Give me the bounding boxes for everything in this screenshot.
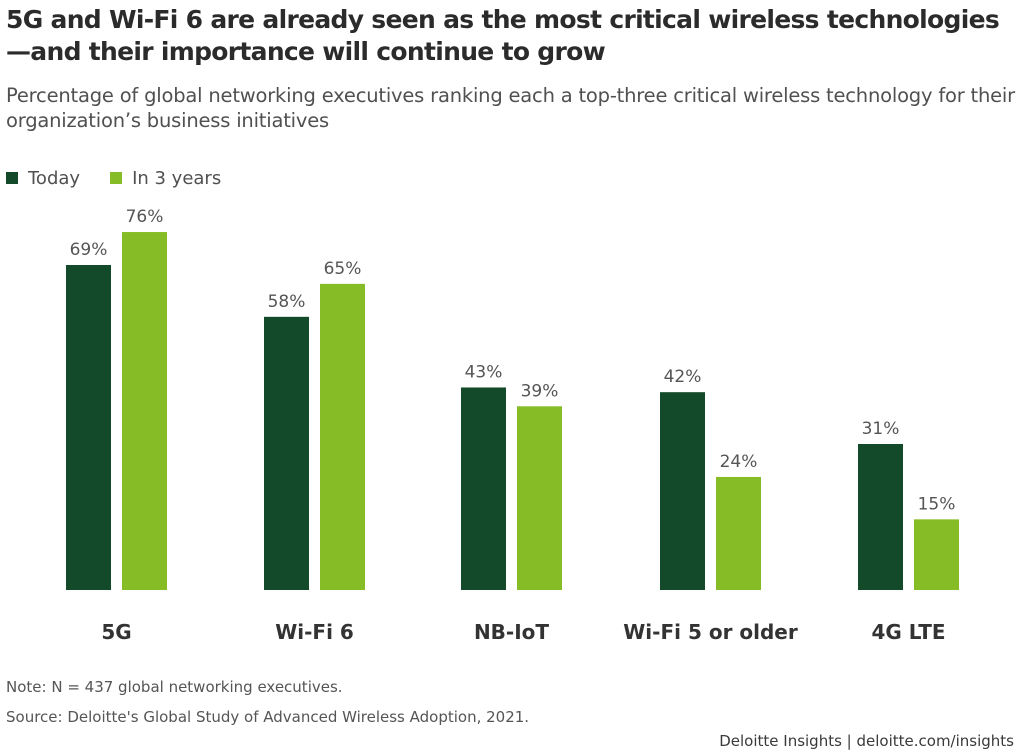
data-label-wi-fi-6-in-3-years: 65%: [324, 259, 362, 279]
data-label-wi-fi-6-today: 58%: [268, 292, 306, 312]
legend-label-today: Today: [28, 167, 81, 189]
data-label-wi-fi-5-or-older-today: 42%: [664, 367, 702, 387]
bar-wi-fi-6-today: [264, 316, 309, 590]
data-label-wi-fi-5-or-older-in-3-years: 24%: [720, 452, 758, 472]
bar-nb-iot-today: [461, 387, 506, 590]
bar-5g-in-3-years: [122, 232, 167, 590]
legend-swatch-in-3-years: [110, 172, 123, 184]
bar-4g-lte-in-3-years: [914, 519, 959, 590]
data-label-5g-in-3-years: 76%: [126, 207, 164, 227]
chart-subtitle: Percentage of global networking executiv…: [6, 84, 1015, 132]
category-label-4g-lte: 4G LTE: [871, 620, 945, 644]
data-label-nb-iot-in-3-years: 39%: [521, 381, 559, 401]
category-label-wi-fi-6: Wi-Fi 6: [275, 620, 354, 644]
chart-title: 5G and Wi-Fi 6 are already seen as the m…: [6, 5, 1000, 66]
bar-4g-lte-today: [858, 443, 903, 590]
data-label-4g-lte-in-3-years: 15%: [918, 494, 956, 514]
chart-note: Note: N = 437 global networking executiv…: [6, 678, 343, 696]
bar-chart: 69% 76% 5G 58% 65% Wi-Fi 6 43% 39% NB-IoT 42% 24% W…: [66, 207, 959, 644]
legend-item-in-3-years: In 3 years: [110, 168, 221, 189]
data-label-4g-lte-today: 31%: [862, 419, 900, 439]
bar-nb-iot-in-3-years: [517, 406, 562, 590]
bar-wi-fi-5-or-older-in-3-years: [716, 476, 761, 590]
legend-label-in-3-years: In 3 years: [132, 167, 222, 189]
bar-5g-today: [66, 265, 111, 590]
legend: Today In 3 years: [6, 166, 251, 190]
category-label-5g: 5G: [101, 620, 131, 644]
category-label-wi-fi-5-or-older: Wi-Fi 5 or older: [623, 620, 798, 644]
category-label-nb-iot: NB-IoT: [474, 620, 549, 644]
bar-wi-fi-5-or-older-today: [660, 392, 705, 590]
chart-source: Source: Deloitte's Global Study of Advan…: [6, 708, 530, 726]
legend-swatch-today: [6, 172, 18, 184]
bar-wi-fi-6-in-3-years: [320, 283, 365, 590]
footer-credit: Deloitte Insights | deloitte.com/insight…: [719, 732, 1014, 750]
legend-item-today: Today: [6, 168, 80, 189]
data-label-5g-today: 69%: [70, 240, 108, 260]
data-label-nb-iot-today: 43%: [465, 362, 503, 382]
